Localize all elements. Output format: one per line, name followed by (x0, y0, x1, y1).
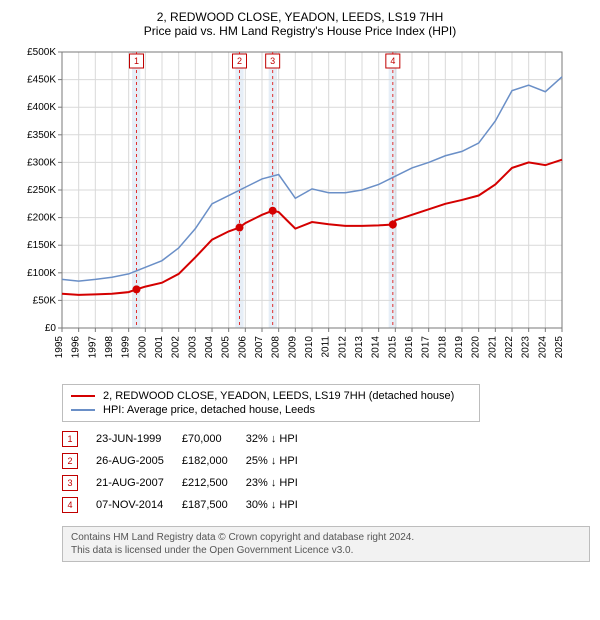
chart-title-2: Price paid vs. HM Land Registry's House … (10, 24, 590, 38)
svg-text:£350K: £350K (27, 130, 56, 141)
svg-text:£300K: £300K (27, 157, 56, 168)
svg-text:2000: 2000 (137, 336, 148, 359)
legend-swatch (71, 409, 95, 411)
svg-text:2024: 2024 (537, 336, 548, 359)
svg-text:£50K: £50K (33, 295, 57, 306)
svg-text:2005: 2005 (221, 336, 232, 359)
trans-pct: 25% ↓ HPI (246, 450, 316, 472)
credits-box: Contains HM Land Registry data © Crown c… (62, 526, 590, 562)
svg-text:£200K: £200K (27, 213, 56, 224)
svg-text:2021: 2021 (487, 336, 498, 359)
trans-price: £187,500 (182, 494, 246, 516)
svg-text:2002: 2002 (171, 336, 182, 359)
svg-text:2001: 2001 (154, 336, 165, 359)
svg-text:2006: 2006 (237, 336, 248, 359)
trans-date: 21-AUG-2007 (96, 472, 182, 494)
svg-text:2013: 2013 (354, 336, 365, 359)
svg-text:3: 3 (270, 56, 275, 66)
marker-box: 1 (62, 431, 78, 447)
svg-text:£150K: £150K (27, 240, 56, 251)
price-chart: £0 £50K £100K £150K £200K £250K £300K £350K £400… (10, 46, 570, 376)
svg-text:2009: 2009 (287, 336, 298, 359)
table-row: 3 21-AUG-2007£212,50023% ↓ HPI (62, 472, 316, 494)
trans-pct: 30% ↓ HPI (246, 494, 316, 516)
svg-text:2012: 2012 (337, 336, 348, 359)
svg-text:1997: 1997 (87, 336, 98, 359)
trans-price: £70,000 (182, 428, 246, 450)
table-row: 2 26-AUG-2005£182,00025% ↓ HPI (62, 450, 316, 472)
credits-line-1: Contains HM Land Registry data © Crown c… (71, 531, 581, 544)
svg-text:2015: 2015 (387, 336, 398, 359)
svg-text:2: 2 (237, 56, 242, 66)
svg-text:£400K: £400K (27, 102, 56, 113)
chart-area: £0 £50K £100K £150K £200K £250K £300K £350K £400… (10, 46, 590, 376)
table-row: 1 23-JUN-1999£70,00032% ↓ HPI (62, 428, 316, 450)
svg-text:2022: 2022 (504, 336, 515, 359)
svg-text:4: 4 (390, 56, 395, 66)
svg-text:£500K: £500K (27, 47, 56, 58)
svg-text:2007: 2007 (254, 336, 265, 359)
legend-label: 2, REDWOOD CLOSE, YEADON, LEEDS, LS19 7H… (103, 390, 454, 402)
svg-text:2010: 2010 (304, 336, 315, 359)
marker-box: 3 (62, 475, 78, 491)
svg-text:2018: 2018 (437, 336, 448, 359)
svg-text:£450K: £450K (27, 75, 56, 86)
legend-label: HPI: Average price, detached house, Leed… (103, 404, 315, 416)
svg-text:2008: 2008 (271, 336, 282, 359)
svg-text:£0: £0 (45, 323, 57, 334)
svg-text:1999: 1999 (121, 336, 132, 359)
trans-price: £182,000 (182, 450, 246, 472)
legend-item: HPI: Average price, detached house, Leed… (71, 403, 471, 417)
svg-text:1995: 1995 (54, 336, 65, 359)
legend-item: 2, REDWOOD CLOSE, YEADON, LEEDS, LS19 7H… (71, 389, 471, 403)
svg-text:1998: 1998 (104, 336, 115, 359)
marker-box: 2 (62, 453, 78, 469)
svg-text:2017: 2017 (421, 336, 432, 359)
credits-line-2: This data is licensed under the Open Gov… (71, 544, 581, 557)
svg-text:2003: 2003 (187, 336, 198, 359)
legend: 2, REDWOOD CLOSE, YEADON, LEEDS, LS19 7H… (62, 384, 480, 422)
svg-text:2004: 2004 (204, 336, 215, 359)
transactions-table: 1 23-JUN-1999£70,00032% ↓ HPI 2 26-AUG-2005… (62, 428, 316, 516)
svg-text:2019: 2019 (454, 336, 465, 359)
svg-text:£250K: £250K (27, 185, 56, 196)
trans-pct: 23% ↓ HPI (246, 472, 316, 494)
table-row: 4 07-NOV-2014£187,50030% ↓ HPI (62, 494, 316, 516)
svg-text:2014: 2014 (371, 336, 382, 359)
svg-text:£100K: £100K (27, 268, 56, 279)
chart-title-1: 2, REDWOOD CLOSE, YEADON, LEEDS, LS19 7H… (10, 10, 590, 24)
svg-text:2011: 2011 (321, 336, 332, 358)
trans-date: 26-AUG-2005 (96, 450, 182, 472)
trans-pct: 32% ↓ HPI (246, 428, 316, 450)
legend-swatch (71, 395, 95, 397)
svg-text:2020: 2020 (471, 336, 482, 359)
svg-text:2025: 2025 (554, 336, 565, 359)
svg-text:1: 1 (134, 56, 139, 66)
svg-text:2023: 2023 (521, 336, 532, 359)
trans-date: 07-NOV-2014 (96, 494, 182, 516)
marker-box: 4 (62, 497, 78, 513)
svg-text:2016: 2016 (404, 336, 415, 359)
trans-price: £212,500 (182, 472, 246, 494)
svg-text:1996: 1996 (71, 336, 82, 359)
trans-date: 23-JUN-1999 (96, 428, 182, 450)
